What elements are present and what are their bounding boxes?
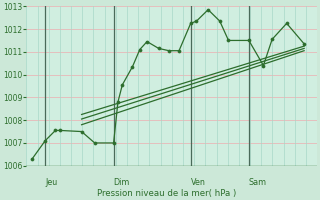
Text: Ven: Ven <box>191 178 205 187</box>
Text: Jeu: Jeu <box>45 178 58 187</box>
Text: Pression niveau de la mer( hPa ): Pression niveau de la mer( hPa ) <box>97 189 236 198</box>
Text: Dim: Dim <box>114 178 130 187</box>
Text: Sam: Sam <box>249 178 267 187</box>
